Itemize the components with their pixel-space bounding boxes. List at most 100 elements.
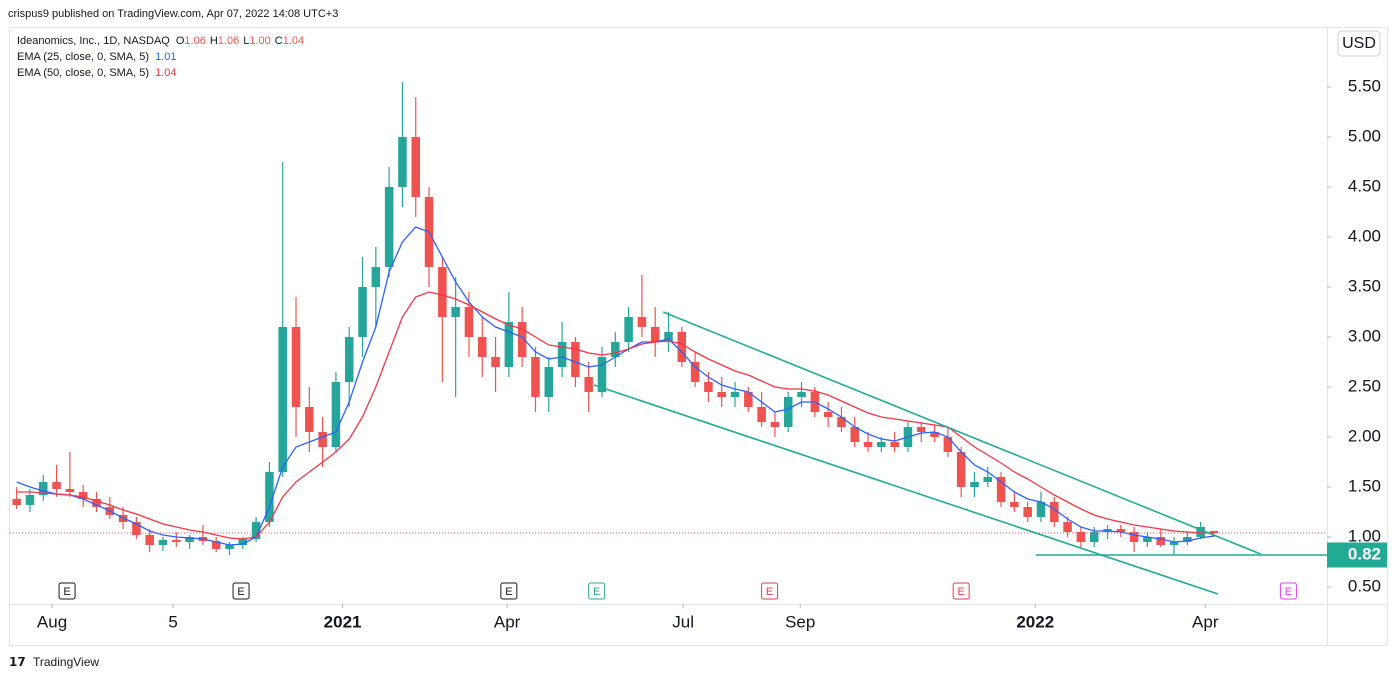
candle-body xyxy=(850,427,859,442)
price-tag-label: 0.82 xyxy=(1348,544,1381,563)
candle-body xyxy=(637,317,647,327)
y-tick-label: 5.00 xyxy=(1348,126,1381,145)
legend-entry: EMA (25, close, 0, SMA, 5) 1.01 xyxy=(17,51,176,63)
candle-body xyxy=(1209,531,1219,533)
ohlc-value: 1.00 xyxy=(249,35,270,47)
candle-body xyxy=(132,522,141,535)
candle-body xyxy=(943,437,953,452)
currency-button[interactable] xyxy=(1337,30,1381,57)
candle-body xyxy=(1089,532,1099,542)
chart-frame xyxy=(9,27,1388,646)
event-marker xyxy=(500,582,518,600)
x-tick-label: Apr xyxy=(494,612,521,631)
candle-body xyxy=(411,137,420,197)
event-label: E xyxy=(237,586,244,598)
event-label: E xyxy=(1285,586,1292,598)
event-marker xyxy=(232,582,250,600)
candle-body xyxy=(25,495,35,505)
candle-body xyxy=(65,489,75,492)
legend-name: EMA (50, close, 0, SMA, 5) xyxy=(17,67,149,79)
candle-body xyxy=(318,432,327,447)
logo-mark: 𝟭𝟳 xyxy=(9,655,26,669)
candle-body xyxy=(597,357,607,392)
candle-body xyxy=(158,540,168,545)
candle-body xyxy=(1010,502,1019,507)
legend-name: EMA (25, close, 0, SMA, 5) xyxy=(17,51,149,63)
y-tick-label: 1.50 xyxy=(1348,476,1381,495)
candle-body xyxy=(52,482,61,489)
candle-body xyxy=(877,442,886,447)
candle-body xyxy=(1183,537,1192,542)
candle-body xyxy=(956,452,966,487)
y-tick-label: 2.00 xyxy=(1348,426,1381,445)
candle-body xyxy=(1036,502,1046,517)
y-tick-label: 5.50 xyxy=(1348,76,1381,95)
candle-body xyxy=(664,332,673,342)
ohlc-value: 1.06 xyxy=(218,35,239,47)
candle-body xyxy=(251,522,261,539)
event-label: E xyxy=(505,586,512,598)
candle-body xyxy=(278,327,287,472)
candle-body xyxy=(584,377,593,392)
candle-body xyxy=(770,422,780,427)
candle-body xyxy=(358,287,367,337)
candle-body xyxy=(517,322,527,357)
trend-line xyxy=(662,311,1261,555)
ohlc-value: 1.06 xyxy=(184,35,205,47)
candle-body xyxy=(757,407,766,422)
candle-body xyxy=(1116,529,1126,532)
event-marker xyxy=(1279,582,1297,600)
candle-body xyxy=(1063,522,1072,532)
y-tick-label: 1.00 xyxy=(1348,526,1381,545)
ohlc-key: C xyxy=(275,35,283,47)
candle-body xyxy=(504,322,514,367)
candle-body xyxy=(1050,502,1059,522)
candle-body xyxy=(611,342,620,357)
x-tick-label: 2022 xyxy=(1016,612,1054,631)
candle-body xyxy=(225,545,234,549)
candle-body xyxy=(650,327,660,342)
candle-body xyxy=(704,382,713,392)
brand-name: TradingView xyxy=(33,655,99,669)
candle-body xyxy=(1196,527,1205,537)
legend: Ideanomics, Inc., 1D, NASDAQ O1.06 H1.06 L1… xyxy=(17,35,304,79)
candle-body xyxy=(145,535,154,545)
ema-line xyxy=(16,226,1214,546)
candle-body xyxy=(837,417,846,427)
candle-body xyxy=(1129,532,1139,542)
ohlc-key: O xyxy=(176,35,185,47)
candle-body xyxy=(331,382,341,447)
trend-line xyxy=(593,384,1219,595)
candle-body xyxy=(438,267,447,317)
x-tick-label: Jul xyxy=(672,612,694,631)
candle-body xyxy=(371,267,381,287)
candle-body xyxy=(172,540,181,542)
candle-body xyxy=(211,541,221,549)
candle-body xyxy=(1076,532,1086,542)
y-tick-label: 4.00 xyxy=(1348,226,1381,245)
event-label: E xyxy=(63,586,70,598)
ohlc-key: L xyxy=(243,35,249,47)
candle-body xyxy=(863,442,873,447)
currency-label: USD xyxy=(1342,35,1376,52)
y-tick-label: 3.50 xyxy=(1348,276,1381,295)
y-tick-label: 0.50 xyxy=(1348,576,1381,595)
candle-body xyxy=(783,397,793,427)
plot-area xyxy=(10,82,1327,595)
candle-body xyxy=(39,482,48,495)
candle-body xyxy=(730,392,740,397)
candle-body xyxy=(970,482,979,487)
candle-body xyxy=(823,412,833,417)
candle-body xyxy=(890,442,899,447)
candle-body xyxy=(1143,537,1152,542)
candle-body xyxy=(464,307,474,337)
x-tick-label: Apr xyxy=(1192,612,1219,631)
ohlc-key: H xyxy=(210,35,218,47)
candle-body xyxy=(624,317,633,342)
brand-logo: 𝟭𝟳 xyxy=(9,655,26,669)
candle-body xyxy=(797,392,806,397)
candle-body xyxy=(571,342,580,377)
event-label: E xyxy=(957,586,964,598)
candle-body xyxy=(930,432,939,437)
